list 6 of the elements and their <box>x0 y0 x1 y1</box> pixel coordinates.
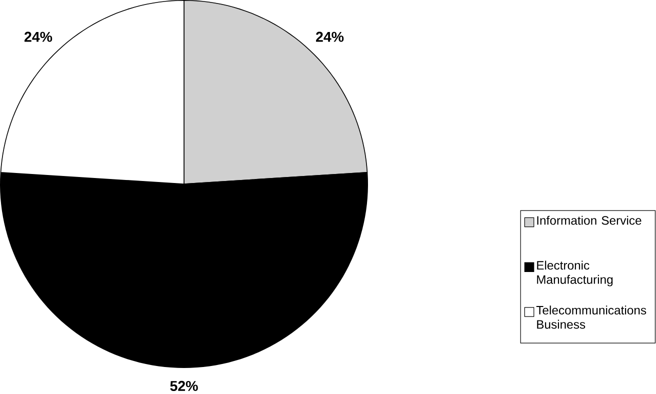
legend-label: Telecommunications Business <box>536 305 646 329</box>
data-label: 24% <box>316 32 344 42</box>
legend-label: Electronic Manufacturing <box>537 260 613 286</box>
data-label: 52% <box>170 380 198 391</box>
data-label: 24% <box>24 32 52 42</box>
legend-label: Information Service <box>537 216 642 225</box>
